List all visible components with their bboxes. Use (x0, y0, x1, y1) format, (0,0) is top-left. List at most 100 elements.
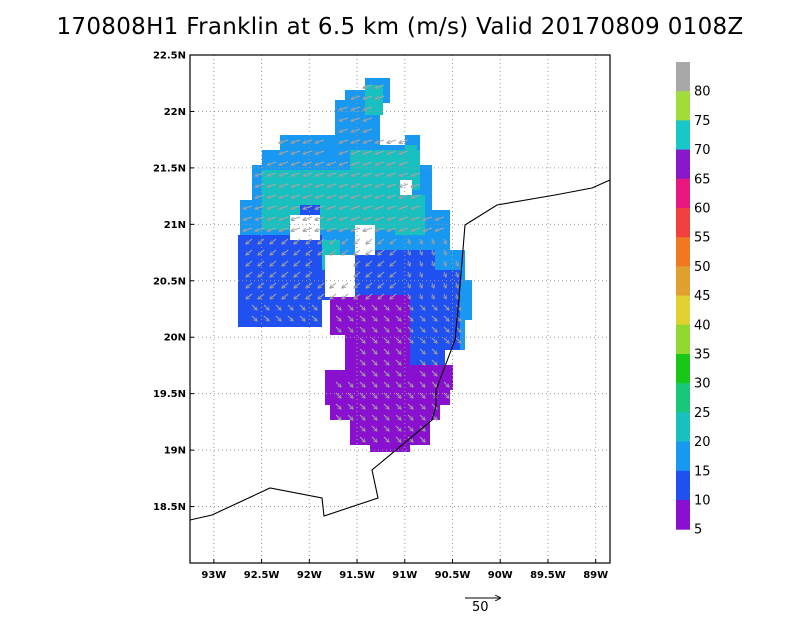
wind-vector (431, 403, 437, 409)
wind-vector (383, 348, 389, 354)
wind-vector (291, 216, 301, 220)
wind-vector (351, 161, 361, 165)
wind-vector (411, 183, 421, 187)
wind-vector (420, 238, 422, 244)
wind-vector (359, 337, 365, 343)
wind-vector (267, 172, 277, 176)
colorbar-label: 55 (694, 231, 711, 246)
wind-vector (267, 216, 277, 220)
wind-vector (339, 216, 349, 220)
wind-vector (351, 106, 361, 110)
wind-vector (359, 403, 365, 409)
wind-vector (339, 139, 349, 143)
wind-vector (366, 249, 373, 255)
wind-vector (279, 227, 289, 231)
wind-vector (347, 304, 353, 310)
wind-vector (431, 381, 437, 387)
wind-vector (282, 271, 289, 277)
wind-vector (444, 260, 446, 266)
wind-vector (263, 315, 269, 321)
wind-vector (315, 183, 325, 187)
wind-vector (456, 293, 458, 299)
wind-vector (411, 216, 421, 220)
wind-vector (246, 293, 253, 299)
wind-vector (354, 238, 361, 244)
wind-vector (395, 381, 401, 387)
wind-vector (399, 227, 409, 231)
wind-vector (282, 282, 289, 288)
wind-vector (371, 403, 377, 409)
wind-vector (291, 183, 301, 187)
wind-vector (255, 194, 265, 198)
plot-frame (189, 54, 611, 564)
colorbar-swatch (676, 149, 690, 180)
wind-vector (347, 315, 353, 321)
wind-vector (395, 425, 401, 431)
wind-vector (371, 392, 377, 398)
lon-label: 90W (488, 570, 513, 581)
wind-vector (387, 150, 397, 154)
wind-vector (435, 216, 445, 220)
wind-vector (354, 282, 361, 288)
wind-vector (359, 304, 365, 310)
wind-vector (395, 414, 401, 420)
wind-vector (279, 161, 289, 165)
wind-vector (443, 326, 449, 332)
wind-vector (383, 436, 389, 442)
wind-vector (270, 271, 277, 277)
coastline (189, 179, 611, 521)
wind-vector (419, 359, 425, 365)
wind-vector (420, 282, 422, 288)
wind-vector (387, 161, 397, 165)
wind-vector (387, 205, 397, 209)
wind-vector (431, 315, 437, 321)
wind-vector (294, 260, 301, 266)
wind-vector (359, 436, 365, 442)
wind-vector (399, 172, 409, 176)
wind-vector (351, 128, 361, 132)
wind-vector (390, 271, 397, 277)
wind-vector (371, 315, 377, 321)
wind-vector (383, 304, 389, 310)
colorbar-swatch (676, 178, 690, 209)
wind-vector (359, 326, 365, 332)
wind-vector (371, 326, 377, 332)
wind-vector (327, 194, 337, 198)
wind-vector (444, 249, 446, 255)
wind-vector (311, 304, 317, 310)
colorbar-label: 35 (694, 348, 711, 363)
wind-vector (270, 293, 277, 299)
wind-vector (387, 194, 397, 198)
wind-vectors (243, 84, 461, 442)
wind-vector (443, 337, 449, 343)
wind-vector (399, 194, 409, 198)
wind-vector (279, 172, 289, 176)
wind-vector (378, 271, 385, 277)
lon-label: 93W (201, 570, 226, 581)
wind-vector (387, 216, 397, 220)
wind-vector (318, 249, 325, 255)
wind-vector (279, 139, 289, 143)
wind-vector (351, 150, 361, 154)
wind-vector (395, 315, 401, 321)
wind-vector (407, 304, 413, 310)
colorbar-swatch (676, 208, 690, 238)
wind-vector (359, 315, 365, 321)
wind-vector (291, 194, 301, 198)
wind-vector (294, 238, 301, 244)
wind-vector (347, 326, 353, 332)
wind-vector (419, 337, 425, 343)
wind-vector (375, 139, 385, 143)
wind-vector (258, 249, 265, 255)
wind-vector (363, 227, 373, 231)
wind-vector (383, 414, 389, 420)
wind-vector (354, 293, 361, 299)
wind-vector (399, 216, 409, 220)
wind-vector (423, 216, 433, 220)
wind-vector (246, 271, 253, 277)
wind-vector (339, 205, 349, 209)
wind-vector (275, 315, 281, 321)
colorbar-label: 45 (694, 289, 711, 304)
colorbar-label: 10 (694, 494, 711, 509)
wind-vector (431, 337, 437, 343)
